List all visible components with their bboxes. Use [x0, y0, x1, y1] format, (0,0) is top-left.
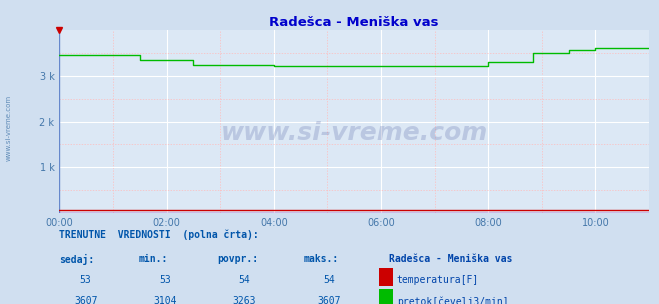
Text: min.:: min.: [138, 254, 168, 264]
Text: temperatura[F]: temperatura[F] [397, 275, 479, 285]
Text: www.si-vreme.com: www.si-vreme.com [5, 95, 12, 161]
Text: maks.:: maks.: [303, 254, 338, 264]
Text: 3263: 3263 [232, 296, 256, 304]
Text: sedaj:: sedaj: [59, 254, 94, 265]
Text: 53: 53 [80, 275, 92, 285]
Text: 54: 54 [238, 275, 250, 285]
Text: TRENUTNE  VREDNOSTI  (polna črta):: TRENUTNE VREDNOSTI (polna črta): [59, 230, 259, 240]
Text: 3607: 3607 [318, 296, 341, 304]
Title: Radešca - Meniška vas: Radešca - Meniška vas [270, 16, 439, 29]
Text: 53: 53 [159, 275, 171, 285]
Text: www.si-vreme.com: www.si-vreme.com [221, 121, 488, 144]
Text: 3104: 3104 [153, 296, 177, 304]
Text: 54: 54 [324, 275, 335, 285]
Text: povpr.:: povpr.: [217, 254, 258, 264]
Text: pretok[čevelj3/min]: pretok[čevelj3/min] [397, 296, 508, 304]
Text: 3607: 3607 [74, 296, 98, 304]
Text: Radešca - Meniška vas: Radešca - Meniška vas [389, 254, 512, 264]
